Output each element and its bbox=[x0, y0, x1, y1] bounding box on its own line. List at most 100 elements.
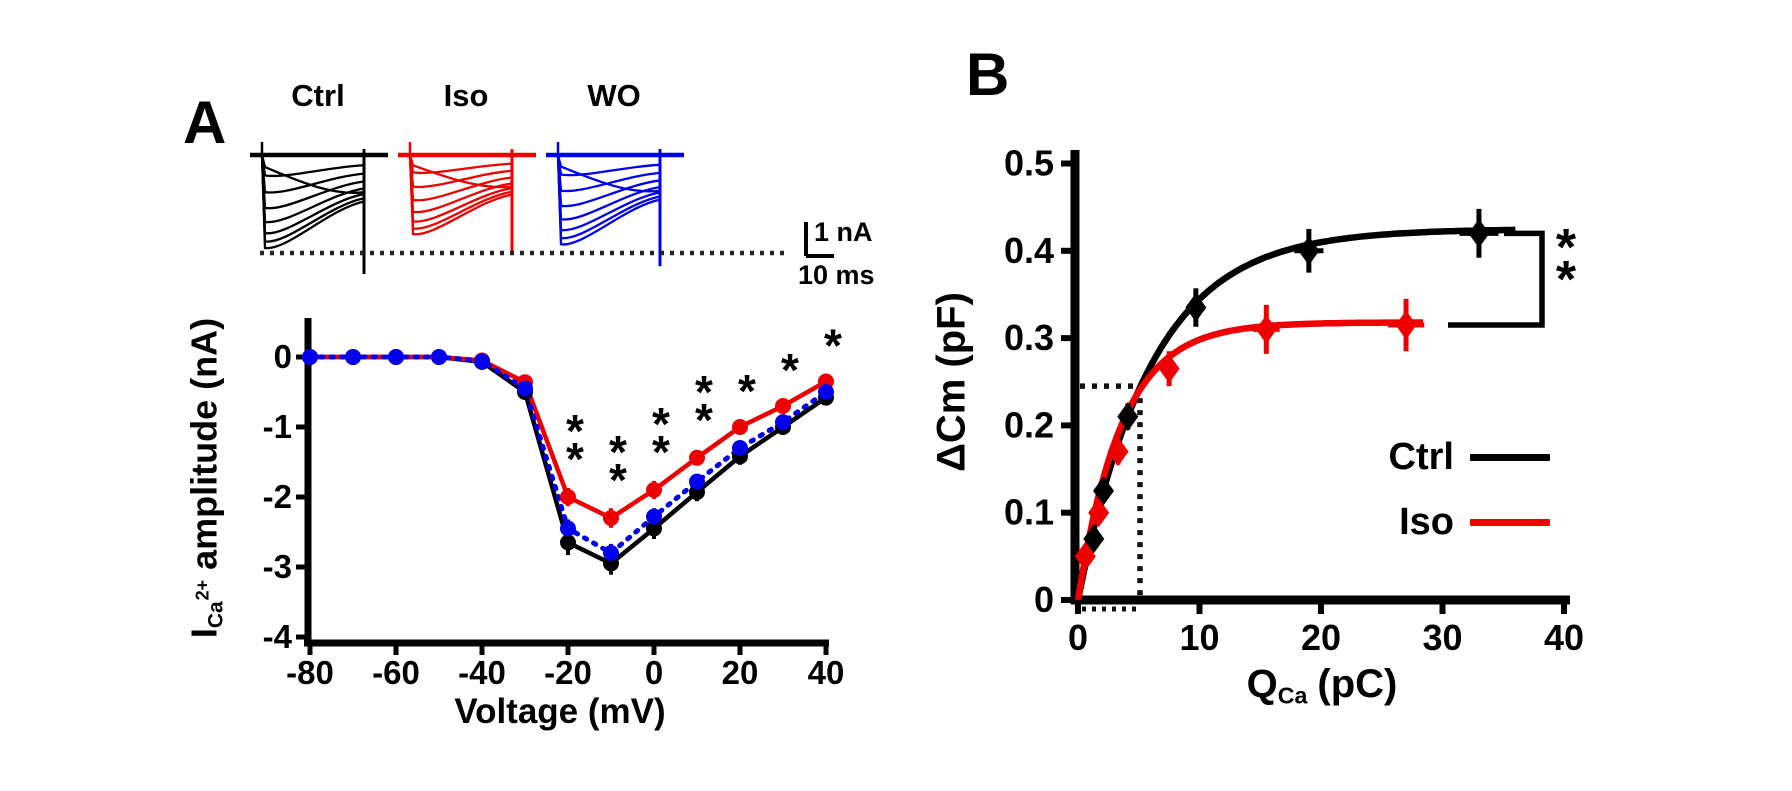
b-y-axis-title: ΔCm (pF) bbox=[929, 292, 974, 472]
iv-chart: -80 -60 -40 -20 0 20 400-1-2-3-4** ******* * * bbox=[263, 318, 845, 691]
iv-x-tick-label: -80 bbox=[286, 654, 334, 691]
iv-x-tick-label: 0 bbox=[645, 654, 663, 691]
legend-item-ctrl: Ctrl bbox=[1322, 436, 1550, 479]
cm-chart: 0 10 20 30 40 0 0.1 0.2 0.3 0.4 0.5 ** bbox=[1004, 143, 1584, 659]
trace-group-label-ctrl: Ctrl bbox=[291, 78, 345, 113]
b-y-tick-label: 0.5 bbox=[1004, 143, 1054, 184]
b-data-point-ctrl bbox=[1117, 402, 1139, 432]
iv-data-point-wo bbox=[818, 384, 834, 400]
iv-y-axis-title: ICa2+ amplitude (nA) bbox=[184, 318, 229, 638]
b-y-tick-label: 0.2 bbox=[1004, 404, 1054, 445]
b-x-tick-label: 10 bbox=[1179, 617, 1219, 658]
iv-x-axis-title: Voltage (mV) bbox=[454, 692, 666, 731]
b-y-tick-label: 0.1 bbox=[1004, 492, 1054, 533]
iv-significance-asterisk: * bbox=[781, 344, 799, 396]
b-fit-curve-ctrl bbox=[1074, 226, 1516, 601]
iv-x-tick-label: -60 bbox=[372, 654, 420, 691]
iv-x-tick-label: -40 bbox=[458, 654, 506, 691]
b-x-axis-title-rest: (pC) bbox=[1317, 662, 1398, 706]
trace-family-iso bbox=[398, 142, 536, 255]
legend: Ctrl Iso bbox=[1322, 436, 1550, 566]
b-y-tick-label: 0.3 bbox=[1004, 317, 1054, 358]
iv-data-point-iso bbox=[775, 398, 791, 414]
b-x-axis-title-sub: Ca bbox=[1277, 682, 1308, 709]
iv-data-point-wo bbox=[732, 440, 748, 456]
iv-data-point-iso bbox=[560, 489, 576, 505]
iv-y-tick-label: -4 bbox=[263, 618, 293, 655]
iv-data-point-ctrl bbox=[560, 534, 576, 551]
legend-label-iso: Iso bbox=[1399, 501, 1454, 543]
iv-significance-asterisk: * bbox=[695, 366, 713, 418]
current-trace-crossing bbox=[260, 154, 366, 194]
trace-family-wo bbox=[546, 142, 684, 267]
b-data-point-ctrl bbox=[1083, 524, 1105, 554]
legend-swatch-iso bbox=[1470, 519, 1550, 526]
trace-families bbox=[250, 142, 684, 274]
b-significance-bracket bbox=[1448, 230, 1545, 328]
trace-family-ctrl bbox=[250, 142, 388, 274]
iv-significance-asterisk: * bbox=[652, 426, 670, 478]
iv-y-tick-label: -2 bbox=[263, 478, 292, 515]
b-y-tick-label: 0 bbox=[1034, 579, 1054, 620]
scalebar-amplitude-label: 1 nA bbox=[814, 217, 873, 247]
iv-y-axis-title-rest: amplitude (nA) bbox=[183, 317, 225, 570]
iv-data-point-wo bbox=[689, 473, 705, 490]
b-x-axis-title: QCa (pC) bbox=[1247, 662, 1398, 709]
b-data-point-ctrl bbox=[1468, 218, 1490, 248]
b-data-point-iso bbox=[1158, 354, 1180, 384]
b-y-tick-label: 0.4 bbox=[1004, 230, 1054, 271]
iv-y-axis-title-sub: Ca bbox=[204, 601, 228, 629]
trace-group-label-iso: Iso bbox=[443, 78, 489, 113]
iv-significance-asterisk: * bbox=[609, 426, 627, 478]
iv-data-point-wo bbox=[646, 508, 662, 525]
trace-group-label-wo: WO bbox=[587, 78, 641, 113]
b-x-tick-label: 40 bbox=[1544, 617, 1584, 658]
iv-data-point-wo bbox=[603, 545, 619, 561]
b-fit-curve-iso bbox=[1074, 319, 1424, 601]
iv-data-point-wo bbox=[775, 414, 791, 431]
b-data-point-iso bbox=[1088, 498, 1110, 528]
iv-data-point-wo bbox=[388, 349, 404, 365]
iv-data-point-wo bbox=[302, 349, 318, 365]
iv-significance-asterisk: * bbox=[824, 320, 842, 372]
b-data-point-iso bbox=[1395, 310, 1417, 340]
iv-y-axis-title-main: I bbox=[183, 628, 225, 639]
iv-significance-asterisk: * bbox=[695, 394, 713, 446]
b-x-axis-title-main: Q bbox=[1246, 662, 1278, 706]
panel-b-label: B bbox=[966, 41, 1010, 108]
iv-data-point-iso bbox=[732, 419, 748, 435]
iv-data-point-wo bbox=[474, 353, 490, 370]
iv-y-axis-title-sup: 2+ bbox=[192, 579, 213, 601]
b-data-point-iso bbox=[1107, 437, 1129, 467]
b-data-point-ctrl bbox=[1185, 293, 1207, 323]
iv-data-point-iso bbox=[689, 449, 705, 466]
b-x-tick-label: 20 bbox=[1301, 617, 1341, 658]
b-data-point-ctrl bbox=[1093, 476, 1115, 506]
iv-x-tick-label: 20 bbox=[722, 654, 759, 691]
iv-data-point-wo bbox=[517, 380, 533, 397]
iv-significance-asterisk: * bbox=[566, 405, 584, 457]
iv-y-tick-label: -3 bbox=[263, 548, 292, 585]
iv-x-tick-label: 40 bbox=[808, 654, 845, 691]
iv-x-tick-label: -20 bbox=[544, 654, 592, 691]
b-x-tick-label: 30 bbox=[1422, 617, 1462, 658]
iv-significance-asterisk: * bbox=[566, 433, 584, 485]
iv-y-tick-label: 0 bbox=[274, 338, 292, 375]
iv-data-point-wo bbox=[431, 349, 447, 365]
b-significance-asterisk: * bbox=[1556, 219, 1577, 277]
current-trace-crossing bbox=[408, 154, 514, 189]
iv-data-point-iso bbox=[603, 510, 619, 526]
b-data-point-iso bbox=[1255, 314, 1277, 344]
b-significance-asterisk: * bbox=[1556, 251, 1577, 309]
b-data-point-iso bbox=[1074, 541, 1096, 571]
legend-swatch-ctrl bbox=[1470, 454, 1550, 461]
iv-y-tick-label: -1 bbox=[263, 408, 292, 445]
iv-data-point-wo bbox=[560, 520, 576, 537]
current-trace-crossing bbox=[556, 154, 662, 193]
iv-significance-asterisk: * bbox=[652, 398, 670, 450]
iv-data-point-iso bbox=[646, 482, 662, 498]
iv-data-point-ctrl bbox=[646, 520, 662, 537]
iv-data-point-wo bbox=[345, 349, 361, 365]
